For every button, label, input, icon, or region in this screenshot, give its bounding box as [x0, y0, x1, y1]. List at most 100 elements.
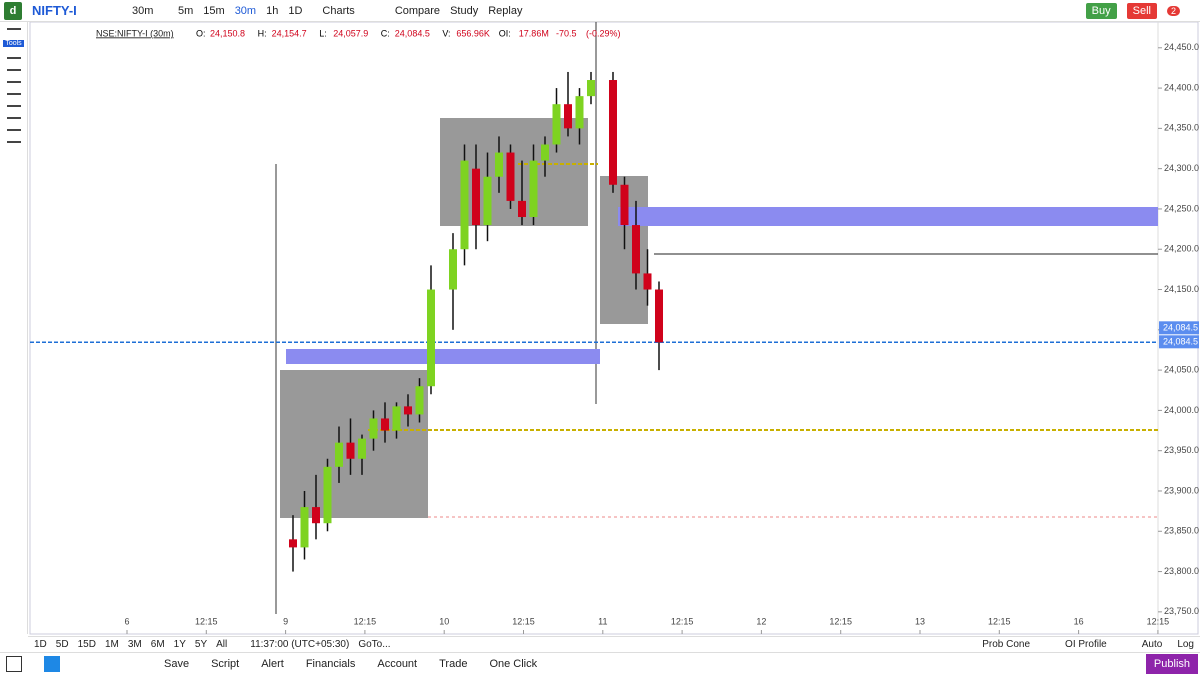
toolbar-button[interactable]: Save: [164, 658, 190, 670]
x-tick-label: 12:15: [671, 616, 694, 626]
menu[interactable]: Compare: [394, 4, 441, 17]
range-button[interactable]: 5Y: [194, 638, 208, 650]
legend-value: 17.86M: [519, 28, 549, 38]
interval-button[interactable]: 15m: [203, 4, 225, 17]
bottom-toolbar: Save Script Alert Financials Account Trade One…: [0, 652, 1200, 675]
candle-body: [415, 386, 424, 415]
menu[interactable]: Replay: [488, 4, 523, 17]
x-tick-label: 12:15: [988, 616, 1011, 626]
range-button[interactable]: All: [216, 638, 228, 650]
layout-button[interactable]: [6, 656, 22, 672]
range-button[interactable]: 3M: [127, 638, 142, 650]
chart-option[interactable]: Auto: [1141, 638, 1163, 650]
range-button[interactable]: 15D: [77, 638, 96, 650]
toolbar-button[interactable]: Script: [211, 658, 240, 670]
price-label: 24,084.5: [1163, 323, 1198, 333]
candle-body: [575, 96, 584, 129]
tool[interactable]: [6, 93, 21, 95]
y-tick-label: 23,800.0: [1164, 566, 1199, 576]
candle-body: [587, 80, 595, 97]
x-tick-label: 12: [756, 616, 766, 626]
range-bar: 1D 5D 15D 1M 3M 6M 1Y 5Y All 11:37:00 (UTC+05:30)…: [28, 636, 1200, 651]
toolbar-button[interactable]: Alert: [261, 658, 284, 670]
legend-label: V:: [442, 28, 450, 38]
candle-body: [643, 273, 652, 290]
range-button[interactable]: 1Y: [173, 638, 186, 650]
toolbar-button[interactable]: Trade: [439, 658, 468, 670]
legend-label: C:: [381, 28, 390, 38]
range-button[interactable]: 1M: [104, 638, 119, 650]
range-button[interactable]: 5D: [55, 638, 69, 650]
interval-button[interactable]: 30m: [234, 4, 257, 17]
x-tick-label: 12:15: [829, 616, 852, 626]
logo[interactable]: d: [4, 1, 22, 20]
x-tick-label: 9: [283, 616, 288, 626]
tool[interactable]: [6, 117, 21, 119]
tools-label: Tools: [3, 40, 24, 47]
candle-body: [518, 200, 526, 218]
x-tick-label: 13: [915, 616, 925, 626]
chart-option[interactable]: Log: [1177, 638, 1194, 650]
candle-body: [392, 406, 401, 431]
toolbar-button[interactable]: One Click: [489, 658, 538, 670]
legend-label: O:: [196, 28, 206, 38]
y-tick-label: 23,850.0: [1164, 526, 1199, 536]
y-tick-label: 24,300.0: [1164, 163, 1199, 173]
symbol[interactable]: NIFTY-I: [32, 3, 77, 18]
y-tick-label: 24,000.0: [1164, 405, 1199, 415]
left-toolbar: Tools: [0, 22, 28, 634]
x-tick-label: 12:15: [1147, 616, 1170, 626]
chart-option[interactable]: OI Profile: [1065, 638, 1107, 650]
tool[interactable]: [6, 81, 21, 83]
tool[interactable]: [6, 141, 21, 143]
legend: O: 24,150.8 H: 24,154.7 L: 24,057.9 C: 24,084.5…: [196, 28, 621, 38]
toolbar-button[interactable]: Account: [377, 658, 418, 670]
supply-zone: [618, 207, 1158, 226]
y-tick-label: 23,750.0: [1164, 606, 1199, 616]
menu[interactable]: Charts: [322, 4, 355, 17]
tool[interactable]: [6, 57, 21, 59]
legend-value: 656.96K: [456, 28, 490, 38]
legend-value: 24,150.8: [210, 28, 245, 38]
y-tick-label: 24,200.0: [1164, 244, 1199, 254]
tool[interactable]: [6, 69, 21, 71]
tool[interactable]: [6, 129, 21, 131]
candle-body: [381, 418, 389, 431]
legend-value: 24,057.9: [333, 28, 368, 38]
legend-change-pct: (-0.29%): [586, 28, 621, 38]
y-tick-label: 24,250.0: [1164, 203, 1199, 213]
tool[interactable]: [6, 105, 21, 107]
tool[interactable]: [6, 28, 21, 30]
y-tick-label: 24,150.0: [1164, 284, 1199, 294]
notification-badge[interactable]: 2: [1166, 5, 1180, 16]
legend-value: 24,084.5: [395, 28, 430, 38]
chart-option[interactable]: Prob Cone: [982, 638, 1031, 650]
buy-button[interactable]: Buy: [1085, 2, 1117, 19]
goto-button[interactable]: GoTo...: [358, 638, 391, 650]
interval-button[interactable]: 1h: [266, 4, 279, 17]
sell-button[interactable]: Sell: [1126, 2, 1157, 19]
candle-body: [552, 104, 561, 145]
x-tick-label: 6: [124, 616, 129, 626]
y-tick-label: 24,350.0: [1164, 123, 1199, 133]
legend-change: -70.5: [556, 28, 577, 38]
toolbar-button[interactable]: Financials: [305, 658, 356, 670]
menu[interactable]: Study: [450, 4, 479, 17]
last-price-label: 24,084.5: [1163, 337, 1198, 347]
layout-button[interactable]: [44, 656, 60, 672]
candle-body: [472, 168, 480, 226]
interval-button[interactable]: 1D: [288, 4, 303, 17]
candle-body: [323, 466, 332, 524]
candle-body: [529, 160, 538, 218]
legend-label: L:: [319, 28, 327, 38]
publish-button[interactable]: Publish: [1145, 654, 1198, 674]
legend-value: 24,154.7: [272, 28, 307, 38]
candle-body: [335, 442, 343, 467]
interval-button[interactable]: 5m: [178, 4, 194, 17]
x-tick-label: 10: [439, 616, 449, 626]
interval[interactable]: 30m: [132, 4, 154, 17]
range-button[interactable]: 1D: [34, 638, 47, 650]
x-tick-label: 12:15: [354, 616, 377, 626]
range-button[interactable]: 6M: [150, 638, 165, 650]
